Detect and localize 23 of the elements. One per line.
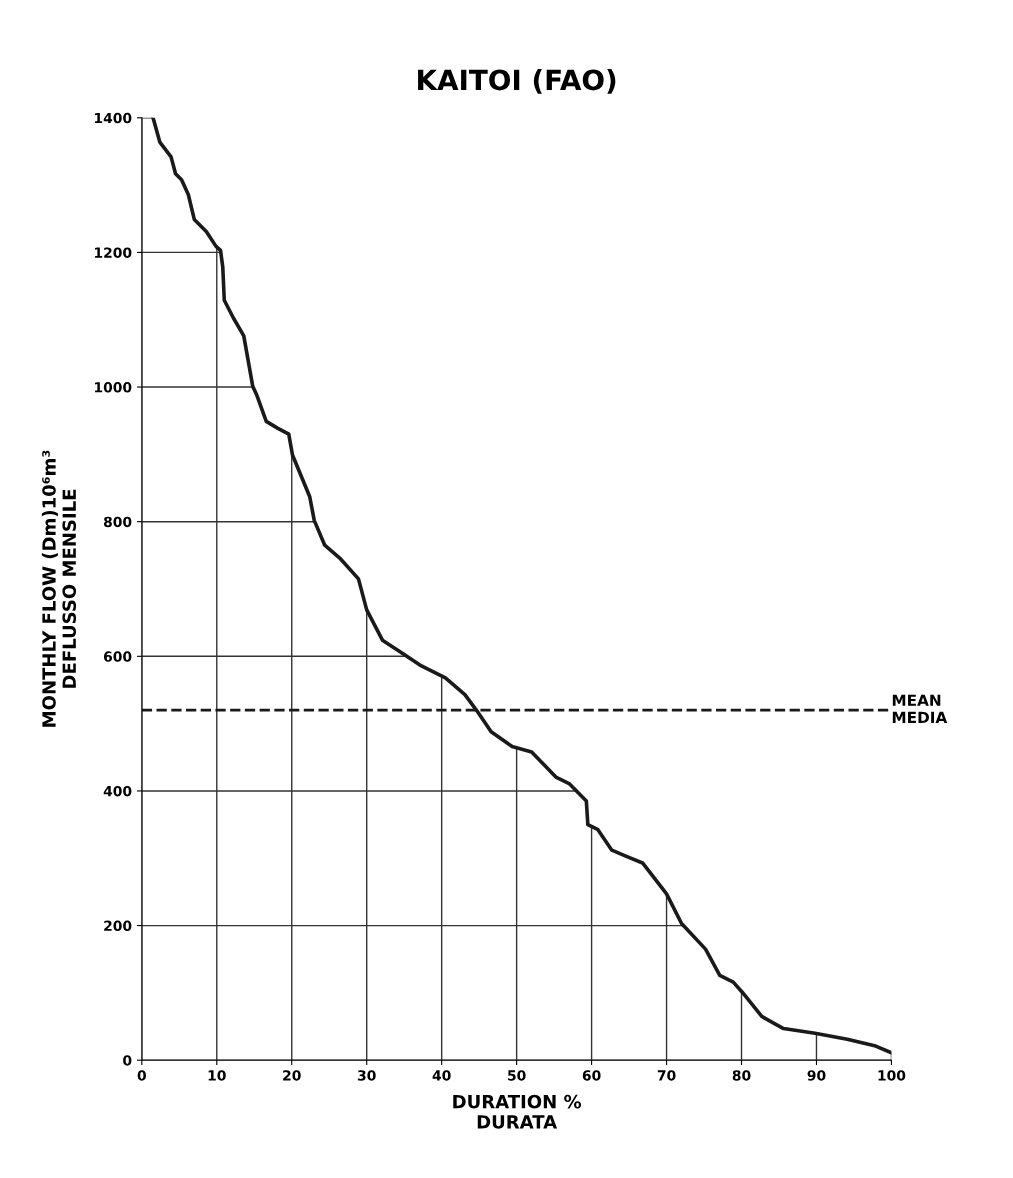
x-tick-label: 70 [657, 1070, 676, 1081]
x-tick-label: 80 [732, 1070, 751, 1081]
y-tick-label: 0 [123, 1055, 132, 1066]
y-tick-label: 1400 [95, 112, 132, 124]
x-tick-label: 60 [582, 1070, 601, 1081]
x-tick-label: 10 [208, 1070, 226, 1081]
y-tick-label: 600 [103, 651, 132, 662]
y-tick-label: 1000 [95, 382, 132, 393]
y-tick-label: 200 [104, 920, 132, 932]
x-tick-label: 100 [878, 1070, 906, 1081]
chart-title: KAITOI (FAO) [418, 68, 616, 94]
y-axis-title: MONTHLY FLOW (Dm)10⁶m³ DEFLUSSO MENSILE [41, 450, 77, 727]
x-tick-label: 40 [432, 1070, 451, 1081]
x-tick-label: 20 [283, 1070, 301, 1081]
y-tick-label: 800 [103, 516, 132, 528]
y-tick-label: 400 [103, 785, 132, 797]
ref-line-label: MEAN MEDIA [892, 694, 948, 723]
x-tick-label: 50 [508, 1070, 526, 1081]
x-tick-label: 30 [357, 1070, 376, 1081]
x-axis-title: DURATION % DURATA [453, 1094, 582, 1129]
y-tick-label: 1200 [95, 247, 132, 258]
x-tick-label: 0 [137, 1070, 146, 1081]
x-tick-label: 90 [807, 1070, 826, 1081]
